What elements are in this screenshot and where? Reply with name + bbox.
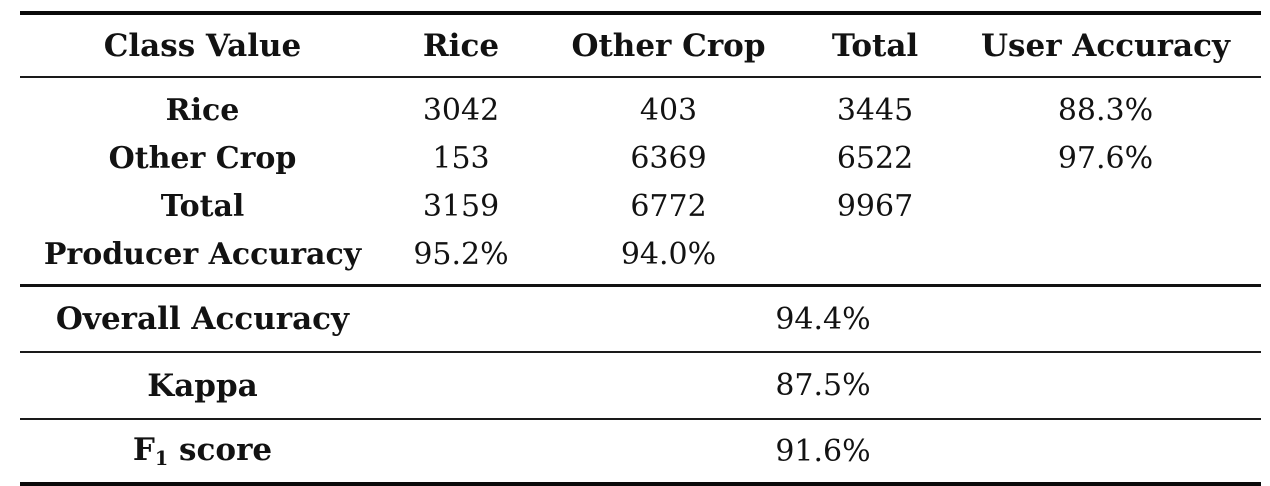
table-cell: 88.3% [1057, 92, 1154, 128]
row-label: Rice [165, 92, 240, 128]
summary-label: Kappa [147, 367, 258, 404]
table-row-total: Total 3159 6772 9967 [20, 182, 1261, 230]
summary-value: 87.5% [775, 368, 871, 403]
summary-row-overall-accuracy: Overall Accuracy 94.4% [20, 287, 1261, 351]
table-cell: 403 [639, 92, 698, 128]
column-header-user-accuracy: User Accuracy [981, 27, 1230, 64]
table-cell: 6522 [836, 140, 914, 176]
table-cell: 6369 [630, 140, 707, 176]
table-cell: 6772 [630, 188, 707, 224]
table-row-rice: Rice 3042 403 3445 88.3% [20, 86, 1261, 134]
f1-subscript: 1 [154, 446, 169, 470]
column-header-class-value: Class Value [103, 27, 302, 64]
row-label: Producer Accuracy [43, 236, 362, 272]
body-summary-divider-rule [20, 284, 1261, 287]
f1-letter: F [132, 432, 155, 469]
summary-row-f1-score: F1 score 91.6% [20, 420, 1261, 482]
table-row-other-crop: Other Crop 153 6369 6522 97.6% [20, 134, 1261, 182]
table-cell: 94.0% [620, 236, 717, 272]
table-cell: 3159 [422, 188, 500, 224]
table-cell: 3445 [836, 92, 914, 128]
table-cell: 95.2% [413, 236, 509, 272]
confusion-matrix-body: Rice 3042 403 3445 88.3% Other Crop 153 … [20, 78, 1261, 284]
table-bottom-rule [20, 482, 1261, 486]
summary-divider-rule [20, 351, 1261, 353]
table-cell: 97.6% [1057, 140, 1154, 176]
row-label: Total [160, 188, 245, 224]
summary-value: 91.6% [775, 433, 871, 469]
summary-divider-rule [20, 418, 1261, 420]
table-cell: 153 [432, 140, 490, 176]
column-header-rice: Rice [422, 27, 500, 64]
column-header-other-crop: Other Crop [571, 27, 766, 64]
results-table: Class Value Rice Other Crop Total User A… [20, 11, 1261, 486]
summary-label-f1: F1 score [20, 432, 385, 470]
table-row-producer-accuracy: Producer Accuracy 95.2% 94.0% [20, 230, 1261, 278]
summary-label: Overall Accuracy [55, 301, 350, 337]
table-cell: 9967 [836, 188, 914, 224]
table-header-row: Class Value Rice Other Crop Total User A… [20, 15, 1261, 76]
row-label: Other Crop [108, 140, 297, 176]
header-divider-rule [20, 76, 1261, 78]
table-cell: 3042 [422, 92, 500, 128]
table-top-rule [20, 11, 1261, 15]
summary-value: 94.4% [775, 301, 871, 337]
column-header-total: Total [831, 27, 919, 64]
f1-rest: score [168, 432, 273, 469]
summary-row-kappa: Kappa 87.5% [20, 353, 1261, 418]
